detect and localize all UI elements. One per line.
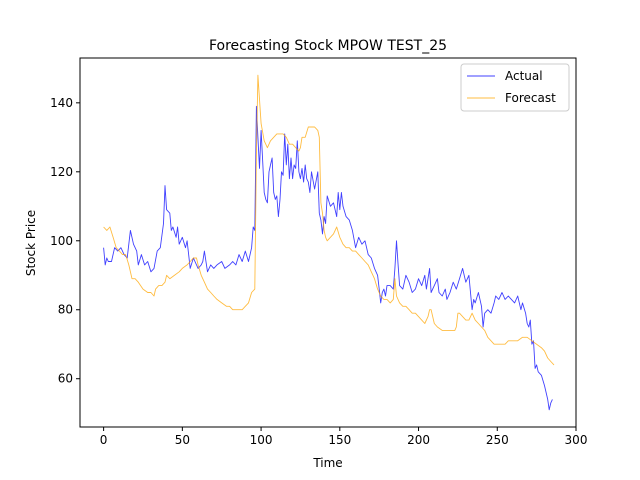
legend-label-forecast: Forecast bbox=[505, 91, 556, 105]
y-tick-label: 140 bbox=[50, 96, 73, 110]
y-tick-label: 60 bbox=[58, 372, 73, 386]
x-tick-label: 250 bbox=[486, 433, 509, 447]
x-tick-label: 200 bbox=[407, 433, 430, 447]
chart-title: Forecasting Stock MPOW TEST_25 bbox=[209, 38, 447, 54]
y-tick-label: 80 bbox=[58, 303, 73, 317]
y-tick-label: 100 bbox=[50, 234, 73, 248]
y-tick-label: 120 bbox=[50, 165, 73, 179]
x-tick-label: 50 bbox=[175, 433, 190, 447]
plot-area bbox=[79, 57, 577, 428]
legend-label-actual: Actual bbox=[505, 69, 543, 83]
series-line-forecast bbox=[103, 74, 555, 366]
y-axis-title: Stock Price bbox=[24, 210, 38, 276]
x-tick-label: 300 bbox=[565, 433, 588, 447]
x-tick-label: 0 bbox=[100, 433, 108, 447]
series-line-actual bbox=[103, 105, 553, 411]
x-tick-label: 100 bbox=[250, 433, 273, 447]
y-axis: 60 80 100 120 140 bbox=[50, 96, 80, 386]
x-tick-label: 150 bbox=[328, 433, 351, 447]
plot-frame bbox=[79, 57, 577, 428]
legend: Actual Forecast bbox=[460, 63, 570, 112]
x-axis: 0 50 100 150 200 250 300 bbox=[100, 427, 588, 447]
x-axis-title: Time bbox=[312, 456, 342, 470]
